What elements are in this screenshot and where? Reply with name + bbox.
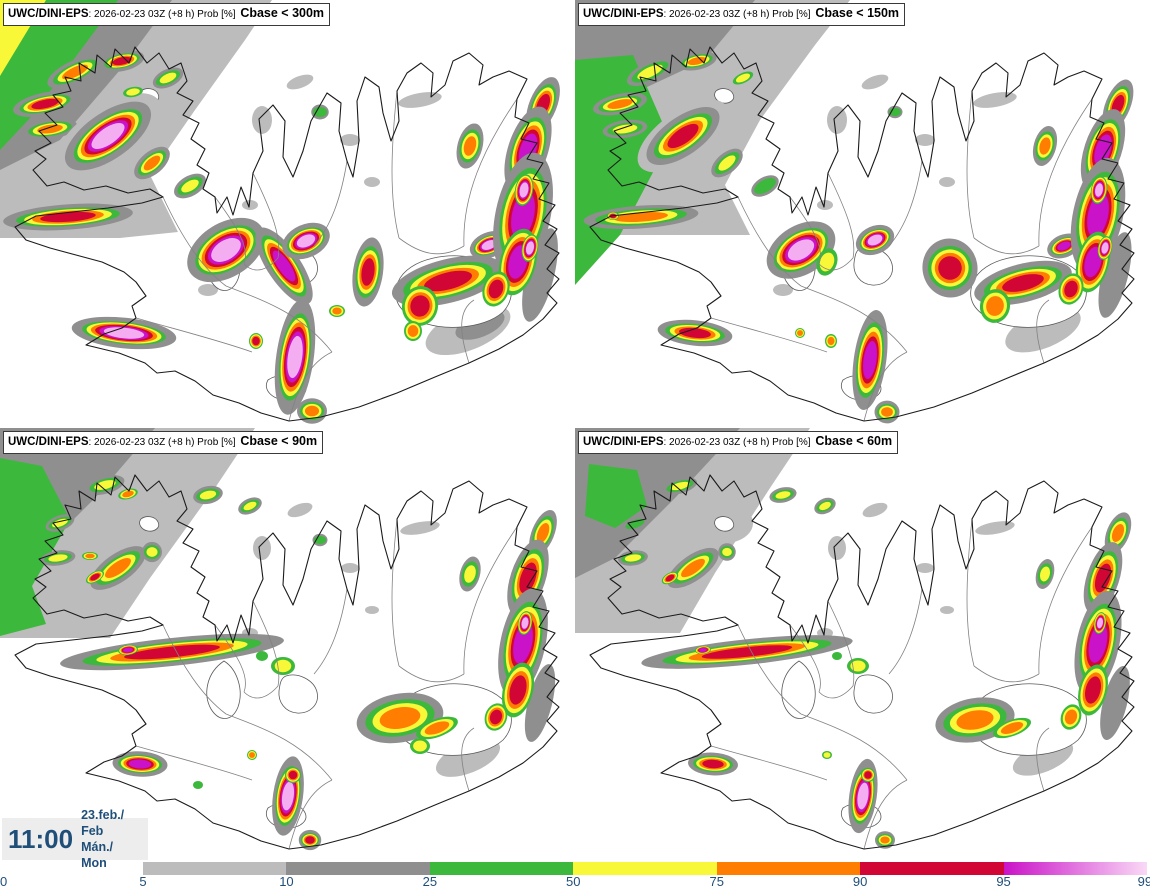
legend-tick-label: 5 [139,874,147,889]
threshold-label: Cbase < 300m [240,6,325,20]
map-linework [14,474,560,850]
probability-maxima [583,51,1134,424]
map-panel-cbase-150m: UWC/DINI-EPS: 2026-02-23 03Z (+8 h) Prob… [575,0,1150,428]
valid-date: 23.feb./ Feb Mán./ Mon [81,807,142,872]
glacier-outlines [714,88,1087,401]
iceland-map-cbase-300m [0,0,560,424]
colorbar-segment [286,862,430,875]
run-info: : 2026-02-23 03Z (+8 h) Prob [%] [663,437,814,448]
model-name: UWC/DINI-EPS [8,436,89,448]
legend-tick-label: 75 [709,874,724,889]
map-linework [589,46,1135,422]
colorbar-segment [429,862,574,875]
map-title-cbase-90m: UWC/DINI-EPS: 2026-02-23 03Z (+8 h) Prob… [3,431,324,454]
probability-field [0,428,556,777]
map-linework [14,46,560,422]
valid-date-line2: Mán./ Mon [81,840,114,871]
probability-maxima [3,50,560,424]
colorbar-segment [573,862,717,875]
legend-tick-label: 99 [1137,874,1150,889]
legend-tick-label: 90 [852,874,868,889]
run-info: : 2026-02-23 03Z (+8 h) Prob [%] [88,9,239,20]
map-title-cbase-60m: UWC/DINI-EPS: 2026-02-23 03Z (+8 h) Prob… [578,431,899,454]
threshold-label: Cbase < 60m [815,434,893,448]
run-info: : 2026-02-23 03Z (+8 h) Prob [%] [663,9,814,20]
iceland-map-cbase-90m [0,428,560,851]
valid-time: 11:00 [8,823,74,854]
iceland-map-cbase-60m [575,428,1135,850]
model-name: UWC/DINI-EPS [583,8,664,20]
map-panel-cbase-300m: UWC/DINI-EPS: 2026-02-23 03Z (+8 h) Prob… [0,0,575,428]
model-name: UWC/DINI-EPS [8,8,89,20]
probability-maxima [40,475,557,851]
map-panel-cbase-60m: UWC/DINI-EPS: 2026-02-23 03Z (+8 h) Prob… [575,428,1150,855]
colorbar-segment [860,862,1004,875]
probability-maxima [618,477,1132,849]
valid-date-line1: 23.feb./ Feb [81,807,125,838]
map-title-cbase-300m: UWC/DINI-EPS: 2026-02-23 03Z (+8 h) Prob… [3,3,331,26]
map-title-cbase-150m: UWC/DINI-EPS: 2026-02-23 03Z (+8 h) Prob… [578,3,906,26]
glacier-outlines [139,516,512,829]
colorbar-segment [716,862,861,875]
legend-tick-label: 95 [996,874,1011,889]
run-info: : 2026-02-23 03Z (+8 h) Prob [%] [88,437,239,448]
legend-tick-label: 10 [279,874,294,889]
probability-colorbar [143,862,1147,875]
probability-field [575,428,1130,776]
glacier-outlines [714,516,1087,829]
valid-time-box: 11:00 23.feb./ Feb Mán./ Mon [2,808,148,870]
map-panel-cbase-90m: UWC/DINI-EPS: 2026-02-23 03Z (+8 h) Prob… [0,428,575,855]
legend-tick-label: 25 [422,874,438,889]
model-name: UWC/DINI-EPS [583,436,664,448]
probability-colorbar-labels: 0 5 10 25 50 75 90 95 99 [0,874,1150,891]
colorbar-segment [1003,862,1147,875]
legend-tick-label: 50 [566,874,581,889]
threshold-label: Cbase < 90m [240,434,318,448]
iceland-map-cbase-150m [575,0,1135,424]
colorbar-segment [143,862,287,875]
legend-tick-label: 0 [0,874,8,889]
map-linework [589,474,1135,850]
threshold-label: Cbase < 150m [815,6,900,20]
